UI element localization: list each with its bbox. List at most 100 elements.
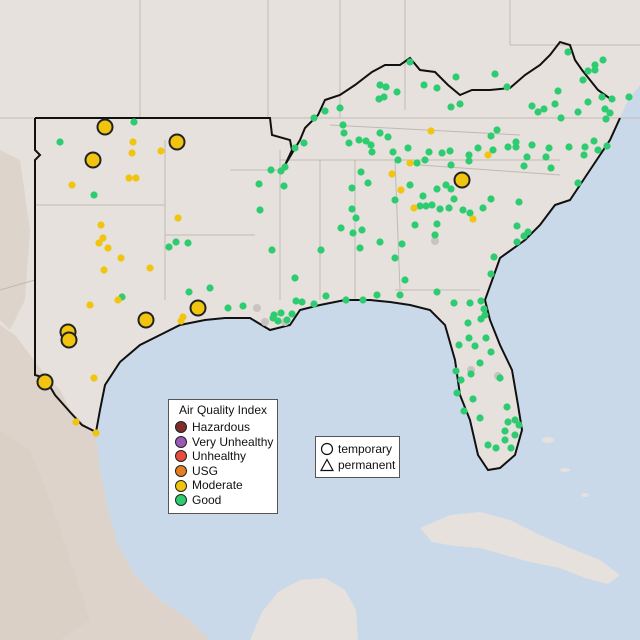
station-marker-moderate xyxy=(90,374,98,382)
station-marker-moderate xyxy=(469,215,477,223)
station-marker-good xyxy=(391,196,399,204)
station-marker-good xyxy=(298,298,306,306)
station-marker-moderate-large xyxy=(36,373,54,391)
station-marker-good xyxy=(291,144,299,152)
station-marker-good xyxy=(300,139,308,147)
station-marker-good xyxy=(398,240,406,248)
station-marker-good xyxy=(523,153,531,161)
station-marker-good xyxy=(551,100,559,108)
station-marker-good xyxy=(557,114,565,122)
aqi-legend-label: Very Unhealthy xyxy=(192,434,274,449)
station-marker-moderate xyxy=(114,296,122,304)
station-marker-moderate-large xyxy=(96,118,114,136)
station-marker-good xyxy=(450,299,458,307)
aqi-legend-item: Moderate xyxy=(175,478,271,493)
station-marker-good xyxy=(373,291,381,299)
station-marker-good xyxy=(474,144,482,152)
station-marker-good xyxy=(322,292,330,300)
station-marker-good xyxy=(476,414,484,422)
station-marker-good xyxy=(489,146,497,154)
station-marker-good xyxy=(391,254,399,262)
station-marker-good xyxy=(515,198,523,206)
station-marker-moderate xyxy=(104,244,112,252)
aqi-swatch-icon xyxy=(175,465,187,478)
station-marker-good xyxy=(433,185,441,193)
station-marker-good xyxy=(376,81,384,89)
station-marker-moderate xyxy=(132,174,140,182)
station-marker-good xyxy=(501,427,509,435)
aqi-legend-label: Moderate xyxy=(192,478,243,493)
station-marker-good xyxy=(336,104,344,112)
station-marker-good xyxy=(268,246,276,254)
station-marker-good xyxy=(511,431,519,439)
station-marker-good xyxy=(224,304,232,312)
station-marker-good xyxy=(467,370,475,378)
station-marker-good xyxy=(625,93,633,101)
station-marker-moderate xyxy=(406,159,414,167)
station-marker-good xyxy=(321,107,329,115)
station-marker-good xyxy=(513,222,521,230)
station-marker-good xyxy=(452,73,460,81)
station-marker-good xyxy=(490,253,498,261)
station-marker-good xyxy=(349,229,357,237)
station-marker-good xyxy=(342,296,350,304)
station-marker-good xyxy=(594,146,602,154)
station-marker-good xyxy=(503,83,511,91)
station-marker-good xyxy=(267,166,275,174)
station-marker-moderate xyxy=(100,266,108,274)
station-marker-good xyxy=(393,88,401,96)
shape-legend-item: permanent xyxy=(320,457,395,473)
station-marker-good xyxy=(447,185,455,193)
station-marker-good xyxy=(421,156,429,164)
aqi-legend-item: Hazardous xyxy=(175,420,271,435)
station-marker-moderate xyxy=(129,138,137,146)
station-marker-good xyxy=(554,87,562,95)
station-marker-good xyxy=(591,66,599,74)
station-marker-good xyxy=(206,284,214,292)
station-marker-good xyxy=(464,319,472,327)
station-marker-good xyxy=(579,76,587,84)
station-marker-good xyxy=(411,221,419,229)
station-marker-moderate xyxy=(128,149,136,157)
station-marker-good xyxy=(433,288,441,296)
station-marker-moderate-large xyxy=(137,311,155,329)
station-marker-unknown xyxy=(261,318,269,326)
station-marker-good xyxy=(396,291,404,299)
station-marker-good xyxy=(310,300,318,308)
station-marker-good xyxy=(487,270,495,278)
station-marker-good xyxy=(404,144,412,152)
station-marker-good xyxy=(90,191,98,199)
station-marker-moderate xyxy=(117,254,125,262)
station-marker-good xyxy=(281,163,289,171)
station-marker-good xyxy=(480,305,488,313)
shape-legend-item: temporary xyxy=(320,441,395,457)
station-marker-good xyxy=(512,143,520,151)
station-marker-moderate xyxy=(427,127,435,135)
station-marker-good xyxy=(455,341,463,349)
station-marker-good xyxy=(476,359,484,367)
station-marker-good xyxy=(376,129,384,137)
station-marker-good xyxy=(457,376,465,384)
mountain-shading xyxy=(0,150,90,640)
station-marker-good xyxy=(292,297,300,305)
shape-legend-label: permanent xyxy=(338,458,396,472)
station-marker-good xyxy=(340,129,348,137)
station-marker-good xyxy=(504,143,512,151)
station-marker-moderate xyxy=(146,264,154,272)
station-marker-good xyxy=(355,136,363,144)
station-marker-good xyxy=(540,105,548,113)
station-marker-moderate xyxy=(410,204,418,212)
aqi-swatch-icon xyxy=(175,479,187,492)
station-marker-good xyxy=(520,162,528,170)
station-marker-good xyxy=(291,274,299,282)
station-marker-good xyxy=(425,148,433,156)
station-marker-moderate xyxy=(484,151,492,159)
station-marker-good xyxy=(256,206,264,214)
station-marker-good xyxy=(584,98,592,106)
station-marker-good xyxy=(447,161,455,169)
station-marker-good xyxy=(496,374,504,382)
station-marker-good xyxy=(450,195,458,203)
station-marker-moderate xyxy=(125,174,133,182)
station-marker-good xyxy=(504,418,512,426)
